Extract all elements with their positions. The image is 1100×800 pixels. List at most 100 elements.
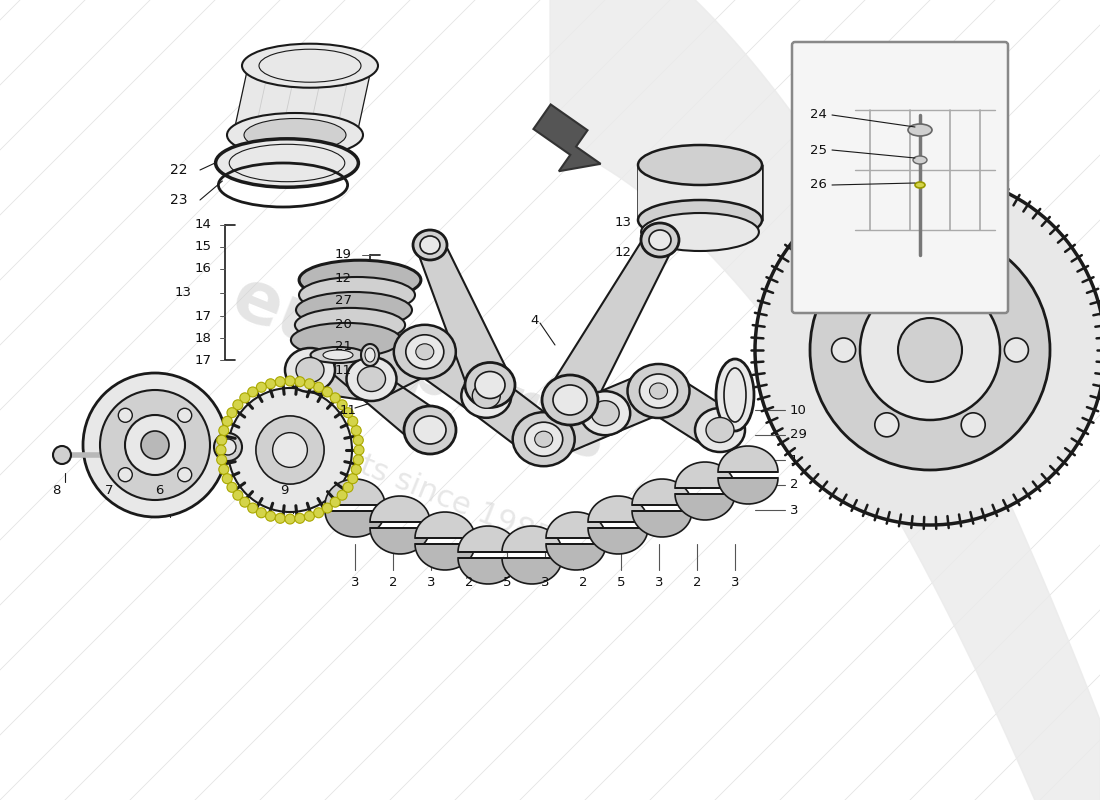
Circle shape <box>227 408 236 418</box>
Text: 27: 27 <box>336 294 352 307</box>
Ellipse shape <box>310 347 365 363</box>
FancyBboxPatch shape <box>792 42 1008 313</box>
Text: 2: 2 <box>388 575 397 589</box>
Circle shape <box>233 490 243 500</box>
Ellipse shape <box>908 124 932 136</box>
Text: 12: 12 <box>615 246 632 258</box>
Ellipse shape <box>535 431 552 447</box>
Text: 17: 17 <box>195 354 212 366</box>
Ellipse shape <box>358 366 385 391</box>
Polygon shape <box>324 479 385 505</box>
Polygon shape <box>534 105 601 171</box>
Circle shape <box>305 511 315 522</box>
Ellipse shape <box>542 375 598 425</box>
Ellipse shape <box>465 362 515 407</box>
Circle shape <box>265 511 276 522</box>
Circle shape <box>119 468 132 482</box>
Ellipse shape <box>580 391 630 435</box>
Circle shape <box>810 230 1050 470</box>
Circle shape <box>295 514 305 523</box>
Circle shape <box>330 393 340 403</box>
Polygon shape <box>546 544 606 570</box>
Circle shape <box>217 435 227 445</box>
Circle shape <box>348 416 358 426</box>
Text: 19: 19 <box>336 249 352 262</box>
Ellipse shape <box>244 118 346 151</box>
Circle shape <box>125 415 185 475</box>
Circle shape <box>285 376 295 386</box>
Ellipse shape <box>299 277 415 313</box>
Circle shape <box>219 426 229 435</box>
Polygon shape <box>502 526 562 552</box>
Circle shape <box>348 474 358 484</box>
Polygon shape <box>718 446 778 472</box>
Ellipse shape <box>365 348 375 362</box>
Circle shape <box>285 514 295 524</box>
Polygon shape <box>458 526 518 552</box>
Circle shape <box>240 497 250 507</box>
Text: 4: 4 <box>530 314 538 326</box>
Polygon shape <box>546 512 606 538</box>
Ellipse shape <box>706 418 734 442</box>
Text: 17: 17 <box>195 310 212 322</box>
Text: 3: 3 <box>654 575 663 589</box>
Circle shape <box>353 455 363 465</box>
Ellipse shape <box>296 292 412 328</box>
Ellipse shape <box>513 412 574 466</box>
Polygon shape <box>415 512 475 538</box>
Ellipse shape <box>649 230 671 250</box>
Text: 29: 29 <box>790 429 807 442</box>
Polygon shape <box>632 479 692 505</box>
Text: 22: 22 <box>170 163 187 177</box>
Circle shape <box>217 455 227 465</box>
Circle shape <box>860 280 1000 420</box>
Ellipse shape <box>695 408 745 452</box>
Polygon shape <box>502 558 562 584</box>
Ellipse shape <box>638 145 762 185</box>
Ellipse shape <box>229 144 344 182</box>
Ellipse shape <box>299 260 421 300</box>
Text: 8: 8 <box>52 483 60 497</box>
Circle shape <box>248 503 257 513</box>
Ellipse shape <box>639 374 678 408</box>
Polygon shape <box>370 528 430 554</box>
Text: 18: 18 <box>195 331 212 345</box>
Text: 16: 16 <box>195 262 212 275</box>
Circle shape <box>216 445 225 455</box>
Text: 1: 1 <box>790 454 799 466</box>
Circle shape <box>222 416 232 426</box>
Ellipse shape <box>553 385 587 415</box>
Circle shape <box>961 413 986 437</box>
Text: 2: 2 <box>464 575 473 589</box>
Text: 2: 2 <box>579 575 587 589</box>
Text: 23: 23 <box>170 193 187 207</box>
Ellipse shape <box>591 401 619 426</box>
Circle shape <box>256 382 266 392</box>
Ellipse shape <box>649 383 668 399</box>
Polygon shape <box>362 332 435 398</box>
Circle shape <box>322 503 332 513</box>
Text: 14: 14 <box>195 218 212 231</box>
Text: 12: 12 <box>336 271 352 285</box>
Polygon shape <box>415 544 475 570</box>
Circle shape <box>227 482 236 492</box>
Ellipse shape <box>475 371 505 398</box>
Circle shape <box>275 377 285 386</box>
Circle shape <box>832 338 856 362</box>
Circle shape <box>100 390 210 500</box>
Text: 3: 3 <box>351 575 360 589</box>
Circle shape <box>178 468 191 482</box>
Text: 13: 13 <box>615 215 632 229</box>
Polygon shape <box>458 558 518 584</box>
Circle shape <box>354 445 364 455</box>
Polygon shape <box>473 378 557 457</box>
Circle shape <box>219 465 229 474</box>
Circle shape <box>273 433 307 467</box>
Ellipse shape <box>323 350 353 360</box>
Text: 11: 11 <box>340 403 358 417</box>
Ellipse shape <box>216 138 359 187</box>
Circle shape <box>351 426 361 435</box>
Ellipse shape <box>394 325 455 379</box>
Text: 7: 7 <box>104 483 113 497</box>
Polygon shape <box>324 511 385 537</box>
